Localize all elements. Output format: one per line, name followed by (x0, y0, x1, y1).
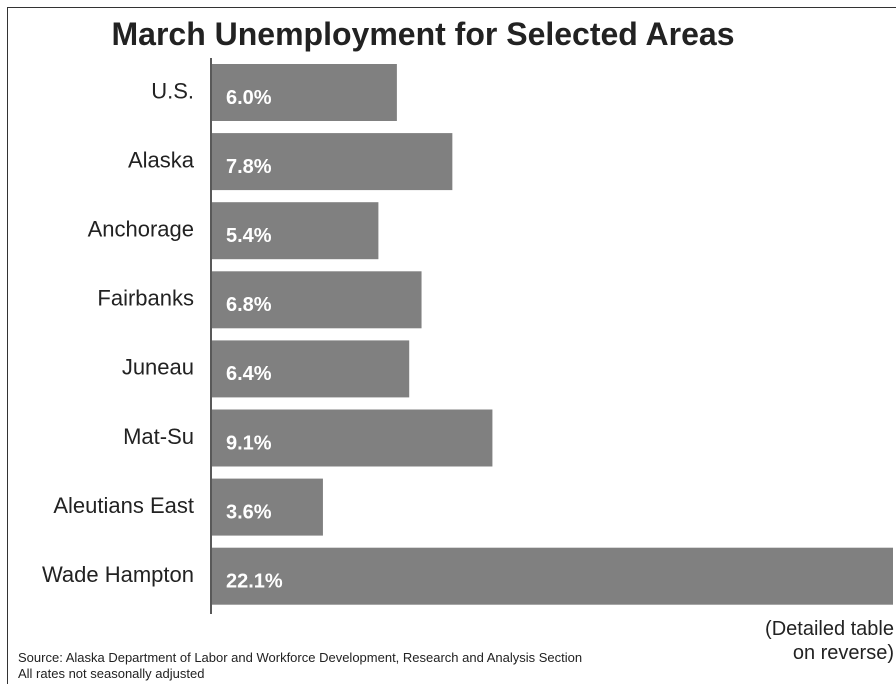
bar-alaska (212, 133, 453, 191)
category-label-juneau: Juneau (122, 355, 194, 380)
category-label-fairbanks: Fairbanks (97, 286, 194, 311)
bars-group: U.S. 6.0% Alaska 7.8% Anchorage 5.4% Fairbanks… (42, 64, 893, 605)
adjustment-note: All rates not seasonally adjusted (18, 666, 205, 681)
value-label-wade-hampton: 22.1% (226, 570, 283, 592)
bar-wade-hampton (212, 547, 893, 605)
category-label-mat-su: Mat-Su (123, 424, 194, 449)
value-label-fairbanks: 6.8% (226, 294, 272, 316)
note-line-2: on reverse) (792, 642, 894, 664)
source-note: Source: Alaska Department of Labor and W… (18, 650, 582, 682)
bar-aleutians-east (212, 478, 323, 536)
value-label-anchorage: 5.4% (226, 225, 272, 247)
category-label-anchorage: Anchorage (88, 217, 194, 242)
value-label-u-s: 6.0% (226, 87, 272, 109)
value-label-alaska: 7.8% (226, 156, 272, 178)
detailed-table-note: (Detailed table on reverse) (765, 617, 894, 665)
bar-juneau (212, 340, 410, 398)
bar-u-s (212, 64, 397, 121)
value-label-mat-su: 9.1% (226, 432, 272, 454)
bar-fairbanks (212, 271, 422, 329)
note-line-1: (Detailed table (765, 618, 894, 640)
chart-title: March Unemployment for Selected Areas (111, 16, 735, 52)
source-line: Source: Alaska Department of Labor and W… (18, 650, 583, 665)
category-label-alaska: Alaska (128, 147, 195, 172)
bar-anchorage (212, 202, 379, 260)
value-label-juneau: 6.4% (226, 363, 272, 385)
category-label-aleutians-east: Aleutians East (53, 493, 194, 518)
chart-frame (7, 7, 896, 684)
bar-mat-su (212, 409, 493, 467)
value-label-aleutians-east: 3.6% (226, 501, 272, 523)
category-label-u-s: U.S. (151, 78, 194, 103)
category-label-wade-hampton: Wade Hampton (42, 562, 194, 587)
